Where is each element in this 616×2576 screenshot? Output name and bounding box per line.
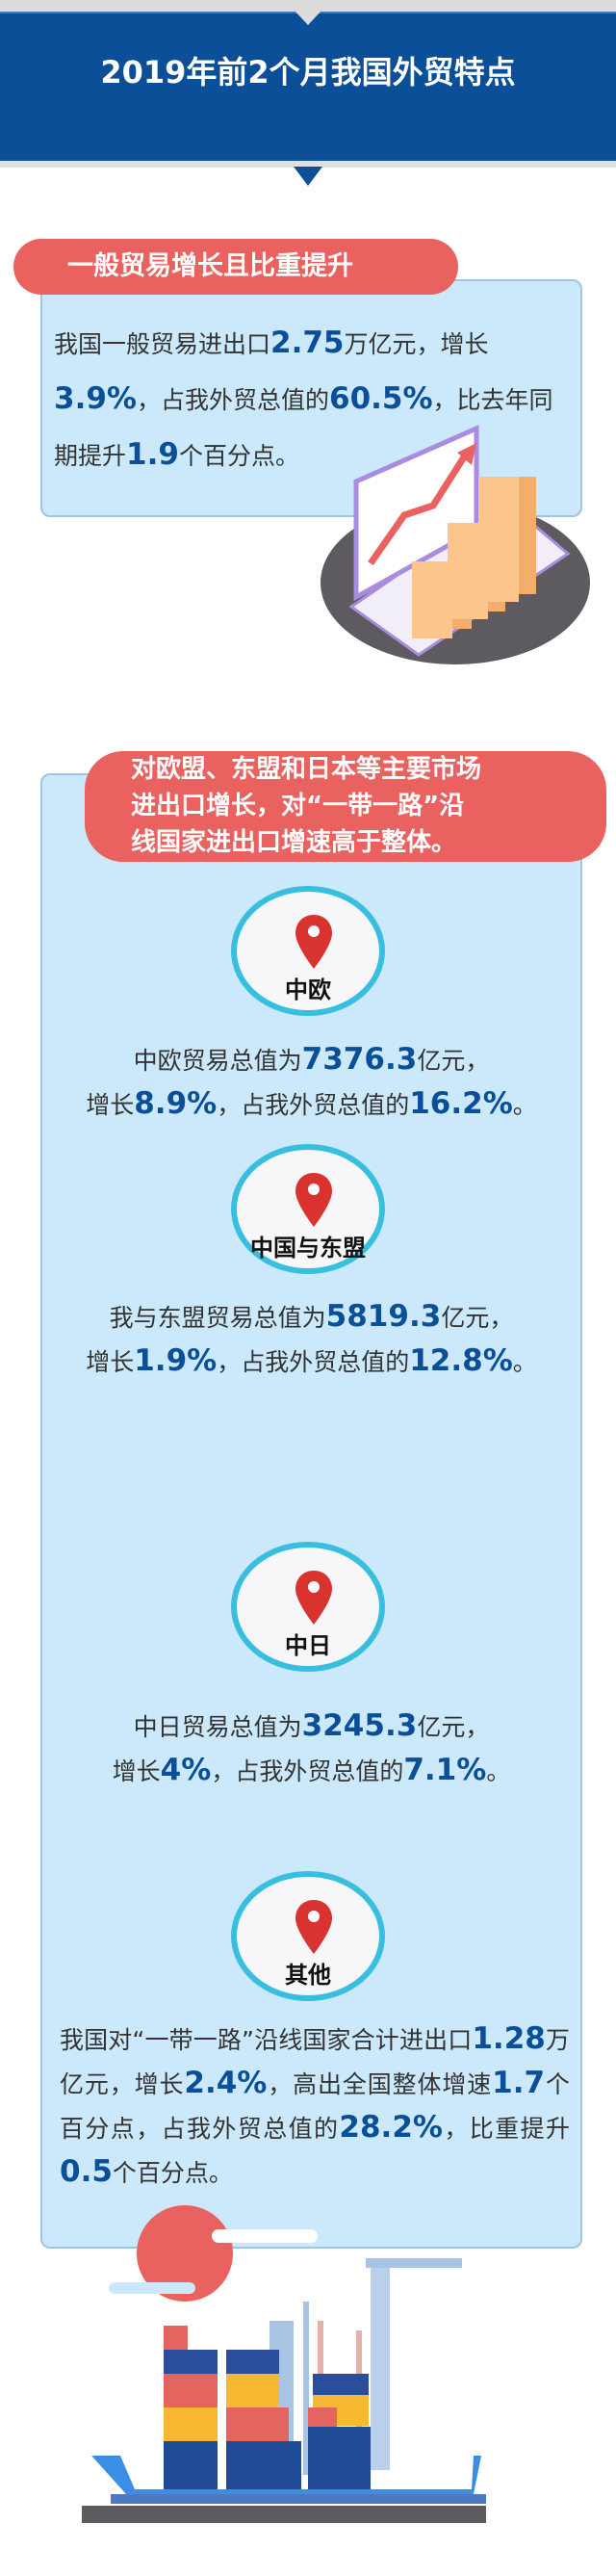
- heading-line: 进出口增长，对“一带一路”沿: [131, 792, 465, 820]
- text-segment: 增长: [112, 1757, 161, 1785]
- top-bar: [0, 0, 616, 12]
- section2-box: [40, 773, 582, 2249]
- text-segment: 增长: [86, 1348, 135, 1376]
- text-segment: 亿元，: [441, 1304, 514, 1332]
- text-segment: ，占我外贸总值的: [217, 1091, 410, 1119]
- market-label: 中日: [285, 1632, 331, 1659]
- header-banner: [0, 12, 616, 161]
- text-segment: 。: [486, 1757, 511, 1785]
- market-label: 中国与东盟: [250, 1235, 366, 1262]
- text-segment: 亿元，: [417, 1713, 490, 1741]
- market-circle: 中国与东盟: [231, 1144, 385, 1274]
- cargo-ship-illustration: [82, 2205, 486, 2523]
- text-segment: ，高出全国整体增速: [267, 2070, 493, 2098]
- description-line: 增长4%，占我外贸总值的7.1%。: [40, 1749, 582, 1793]
- text-segment: 个百分点，占我外贸总值的: [60, 2070, 570, 2143]
- section1-heading: 一般贸易增长且比重提升: [13, 239, 458, 295]
- text-segment: 个百分点。: [178, 442, 299, 470]
- market-circle: 中日: [231, 1542, 385, 1672]
- highlight-number: 60.5%: [329, 381, 433, 416]
- highlight-number: 1.9%: [134, 1343, 218, 1378]
- text-segment: 万亿元，增长: [60, 2026, 570, 2098]
- market-label: 其他: [285, 1962, 331, 1989]
- location-pin-icon: [293, 1171, 335, 1233]
- text-segment: 我与东盟贸易总值为: [109, 1304, 326, 1332]
- description-line: 增长1.9%，占我外贸总值的12.8%。: [40, 1340, 582, 1384]
- down-arrow-icon: [294, 167, 322, 186]
- text-segment: 增长: [86, 1091, 135, 1119]
- text-segment: ，比重提升: [442, 2115, 570, 2143]
- header-notch: [294, 10, 322, 25]
- market-description: 我国对“一带一路”沿线国家合计进出口1.28万亿元，增长2.4%，高出全国整体增…: [60, 2017, 570, 2195]
- market-description: 中欧贸易总值为7376.3亿元， 增长8.9%，占我外贸总值的16.2%。: [40, 1038, 582, 1127]
- text-segment: 中日贸易总值为: [133, 1713, 302, 1741]
- heading-line: 线国家进出口增速高于整体。: [131, 828, 457, 857]
- market-description: 我与东盟贸易总值为5819.3亿元， 增长1.9%，占我外贸总值的12.8%。: [40, 1295, 582, 1384]
- section1-paragraph: 我国一般贸易进出口2.75万亿元，增长 3.9%，占我外贸总值的60.5%，比去年…: [54, 316, 574, 483]
- laptop-chart-illustration: [321, 425, 590, 664]
- header-shadow: [0, 161, 616, 168]
- text-segment: 。: [512, 1348, 537, 1376]
- location-pin-icon: [293, 1569, 335, 1630]
- highlight-number: 5819.3: [325, 1299, 442, 1334]
- location-pin-icon: [293, 1898, 335, 1960]
- location-pin-icon: [293, 913, 335, 975]
- description-line: 增长8.9%，占我外贸总值的16.2%。: [40, 1082, 582, 1127]
- highlight-number: 16.2%: [409, 1086, 513, 1121]
- highlight-number: 1.7: [492, 2066, 546, 2100]
- description-line: 中欧贸易总值为7376.3亿元，: [40, 1038, 582, 1082]
- description-line: 中日贸易总值为3245.3亿元，: [40, 1704, 582, 1749]
- text-segment: ，占我外贸总值的: [136, 386, 329, 414]
- text-segment: 个百分点。: [112, 2159, 233, 2187]
- highlight-number: 1.9: [126, 437, 179, 472]
- highlight-number: 7376.3: [301, 1042, 418, 1077]
- text-segment: ，占我外贸总值的: [211, 1757, 404, 1785]
- heading-line: 对欧盟、东盟和日本等主要市场: [131, 755, 482, 784]
- market-label: 中欧: [285, 976, 331, 1003]
- text-segment: 万亿元，增长: [344, 330, 489, 358]
- highlight-number: 7.1%: [403, 1753, 487, 1787]
- market-circle: 中欧: [231, 886, 385, 1016]
- text-segment: 我国对“一带一路”沿线国家合计进出口: [60, 2026, 473, 2054]
- text-segment: 我国一般贸易进出口: [54, 330, 271, 358]
- text-segment: ，占我外贸总值的: [217, 1348, 410, 1376]
- highlight-number: 1.28: [472, 2021, 546, 2056]
- highlight-number: 3.9%: [54, 381, 137, 416]
- highlight-number: 2.4%: [184, 2066, 268, 2100]
- highlight-number: 2.75: [270, 325, 345, 360]
- highlight-number: 28.2%: [339, 2110, 443, 2145]
- highlight-number: 12.8%: [409, 1343, 513, 1378]
- highlight-number: 4%: [160, 1753, 212, 1787]
- text-segment: 中欧贸易总值为: [133, 1047, 302, 1075]
- text-segment: 亿元，: [417, 1047, 490, 1075]
- highlight-number: 8.9%: [134, 1086, 218, 1121]
- highlight-number: 0.5: [60, 2154, 113, 2189]
- text-segment: ，比去年同期提升: [54, 386, 553, 470]
- market-circle: 其他: [231, 1871, 385, 2001]
- text-segment: 。: [512, 1091, 537, 1119]
- highlight-number: 3245.3: [301, 1708, 418, 1743]
- description-line: 我与东盟贸易总值为5819.3亿元，: [40, 1295, 582, 1340]
- market-description: 中日贸易总值为3245.3亿元， 增长4%，占我外贸总值的7.1%。: [40, 1704, 582, 1793]
- section2-heading: 对欧盟、东盟和日本等主要市场 进出口增长，对“一带一路”沿 线国家进出口增速高于…: [85, 751, 606, 862]
- page-title: 2019年前2个月我国外贸特点: [100, 54, 516, 91]
